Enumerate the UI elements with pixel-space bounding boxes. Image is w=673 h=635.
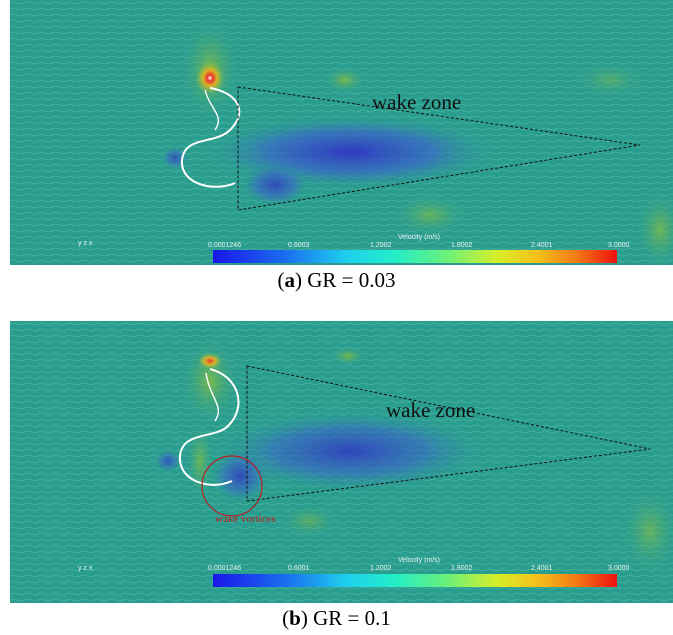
caption-letter: b — [289, 606, 301, 630]
colorbar-tick: 1.2002 — [370, 565, 392, 572]
colorbar-tick: 0.6003 — [288, 242, 310, 249]
high-velocity-halo — [180, 336, 240, 426]
flow-field-panel-b: wake zone wake vortices y z x Velocity (… — [10, 321, 673, 603]
wing-trajectory — [204, 89, 220, 131]
velocity-field-a — [10, 0, 673, 265]
colorbar-tick: 0.0001246 — [208, 242, 242, 249]
wake-zone-label: wake zone — [372, 90, 462, 114]
colorbar-tick: 1.2002 — [370, 242, 392, 249]
colorbar-ticks: 0.0001246 0.6003 1.2002 1.8002 2.4001 3.… — [208, 242, 633, 254]
colorbar-tick: 0.6001 — [288, 565, 310, 572]
colorbar-tick: 1.8002 — [451, 565, 473, 572]
max-velocity-spot — [196, 62, 224, 94]
axis-triad: y z x — [78, 240, 93, 247]
wing-trajectory — [205, 372, 220, 422]
colorbar-tick: 3.0000 — [608, 565, 630, 572]
low-velocity-wake — [154, 449, 182, 473]
colorbar-tick: 1.8002 — [451, 242, 473, 249]
colorbar-ticks: 0.0001246 0.6001 1.2002 1.8002 2.4001 3.… — [208, 565, 633, 577]
caption-a: (a) GR = 0.03 — [277, 268, 396, 292]
caption-letter: a — [284, 268, 295, 292]
velocity-patch — [323, 66, 367, 94]
low-velocity-wake — [210, 448, 270, 504]
caption-text: GR = 0.1 — [307, 606, 391, 630]
velocity-patch — [186, 421, 214, 501]
flow-field-panel-a: wake zone y z x Velocity (m/s) 0.0001246… — [10, 0, 673, 265]
caption-b: (b) GR = 0.1 — [282, 606, 391, 630]
velocity-patch — [390, 193, 470, 237]
colorbar-title: Velocity (m/s) — [398, 557, 441, 564]
max-velocity-spot — [198, 353, 222, 369]
colorbar-tick: 2.4001 — [531, 242, 553, 249]
velocity-patch — [570, 60, 650, 100]
colorbar-title: Velocity (m/s) — [398, 234, 441, 241]
wake-vortices-marker — [201, 455, 263, 517]
axis-triad: y z x — [78, 565, 93, 572]
colorbar-tick: 3.0000 — [608, 242, 630, 249]
wing-trajectory — [180, 87, 241, 188]
velocity-patch — [635, 190, 673, 265]
wake-vortices-label: wake vortices — [215, 513, 276, 525]
caption-text: GR = 0.03 — [301, 268, 396, 292]
low-velocity-wake — [240, 163, 310, 207]
wing-trajectory — [178, 368, 240, 486]
velocity-colorbar — [213, 250, 617, 263]
velocity-colorbar — [213, 574, 617, 587]
wake-zone-boundary — [246, 365, 651, 502]
velocity-patch — [330, 346, 366, 366]
low-velocity-wake — [210, 409, 490, 493]
velocity-field-b — [10, 321, 673, 603]
velocity-patch — [620, 486, 673, 576]
wake-zone-label: wake zone — [386, 398, 476, 422]
colorbar-tick: 0.0001246 — [208, 565, 242, 572]
colorbar-tick: 2.4001 — [531, 565, 553, 572]
velocity-patch — [280, 503, 340, 539]
